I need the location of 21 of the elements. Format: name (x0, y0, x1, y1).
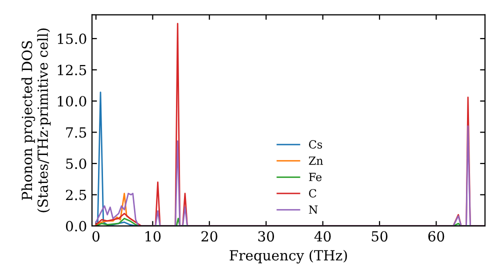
y-axis-title: Phonon projected DOS (States/THz·primitive cell) (21, 28, 51, 212)
y-tick-label: 15.0 (58, 34, 86, 44)
y-tick-label: 12.5 (58, 64, 86, 76)
x-axis-title: Frequency (THz) (230, 250, 347, 264)
y-tick-label: 5.0 (66, 158, 86, 169)
x-tick-label: 0 (92, 231, 100, 242)
x-tick-label: 50 (372, 231, 388, 242)
legend-label: C (309, 189, 316, 198)
x-tick-label: 30 (258, 231, 274, 242)
y-tick-label: 0.0 (66, 220, 86, 232)
x-tick-label: 10 (146, 231, 161, 242)
legend-label: N (308, 206, 318, 214)
x-tick-label: 40 (314, 231, 331, 242)
legend-label: Fe (309, 172, 322, 182)
legend-label: Cs (309, 140, 322, 149)
x-tick-label: 20 (201, 231, 218, 242)
y-tick-label: 7.5 (66, 127, 86, 138)
y-tick-label: 2.5 (66, 190, 86, 200)
y-tick-label: 10.0 (58, 96, 86, 107)
legend-label: Zn (308, 156, 323, 165)
x-tick-label: 60 (428, 231, 444, 242)
